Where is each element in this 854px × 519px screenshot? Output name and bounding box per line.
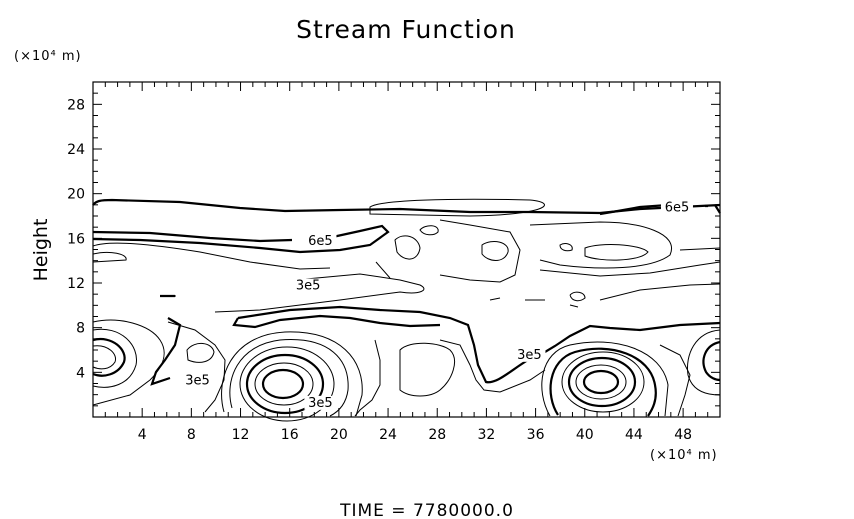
contour-thin-4 [529,221,673,269]
contour-left-small [186,343,215,363]
y-tick-label: 28 [67,97,85,113]
contour-label: 6e5 [308,234,333,249]
vortex-right-3 [567,356,637,408]
x-tick-label: 40 [576,427,594,443]
contour-thin-mid-3 [439,339,546,393]
contour-upper-thick [92,198,721,215]
x-tick-label: 28 [428,427,446,443]
contour-lines [92,198,721,422]
vortex-right-4 [561,351,645,413]
y-tick-label: 12 [67,276,85,292]
y-tick-label: 24 [67,142,85,158]
chart-title: Stream Function [296,15,516,44]
vortex-left-1 [92,337,126,377]
y-tick-label: 4 [76,365,85,381]
x-unit-label: (×10⁴ m) [650,448,718,463]
contour-3e5-left [150,317,182,386]
y-axis-ticks: 4 8 12 16 20 24 28 [67,81,720,418]
x-tick-label: 32 [477,427,495,443]
x-tick-label: 20 [330,427,348,443]
vortex-right-1 [582,369,620,395]
vortex-right-6 [541,341,669,417]
contour-3e5-lower [232,314,441,329]
x-tick-label: 48 [674,427,692,443]
contour-left-thin-2 [167,321,226,413]
x-tick-label: 44 [625,427,643,443]
contour-bits [162,291,586,308]
vortex-left-2 [92,345,117,370]
contour-label: 6e5 [665,200,690,215]
contour-thin-13 [599,283,721,301]
vortex-center-5 [229,339,349,417]
x-tick-label: 36 [527,427,545,443]
contour-label-bg [181,373,214,388]
contour-left-lower [92,319,165,406]
vortex-right-5 [549,347,657,417]
vortex-center-1 [261,368,305,400]
contour-thin-5 [584,244,649,261]
contour-right-edge-1 [702,340,721,382]
contour-label: 3e5 [296,279,321,294]
contour-label-bg [304,233,337,248]
x-tick-label: 12 [232,427,250,443]
y-tick-label: 16 [67,231,85,247]
contour-thin-mid-1 [354,339,381,417]
contour-label-bg [660,200,693,215]
y-tick-label: 8 [76,321,85,337]
x-tick-label: 24 [379,427,397,443]
vortex-center-3 [245,353,325,415]
contour-label: 3e5 [185,374,210,389]
contour-thin-12 [539,261,721,277]
vortex-left-3 [92,328,137,388]
contour-6e5-thick [92,224,390,254]
y-axis-label: Height [30,219,52,282]
contour-right-edge-2 [686,329,721,396]
x-tick-label: 4 [138,427,147,443]
contour-label-bg [304,395,337,410]
vortex-center-4 [239,346,335,422]
contour-right-edge-3 [659,344,691,417]
contour-label: 3e5 [308,396,333,411]
contour-thin-1 [92,242,425,313]
contour-thin-10 [559,243,573,252]
contour-thin-9 [419,225,439,236]
contour-thin-mid-2 [399,342,455,397]
contour-thin-8 [481,241,509,261]
y-tick-label: 20 [67,187,85,203]
vortex-center-6 [221,331,363,417]
contour-thin-3 [369,198,545,217]
contour-thin-2 [92,251,127,263]
vortex-right-2 [575,364,627,400]
x-tick-label: 16 [281,427,299,443]
vortex-center-2 [254,362,314,406]
contour-labels: 6e5 6e5 3e5 3e5 3e5 3e5 [181,200,693,411]
time-footer: TIME = 7780000.0 [339,501,514,519]
contour-label-bg [513,347,546,362]
contour-thin-7 [394,235,421,260]
contour-thin-11 [375,219,521,283]
y-unit-label: (×10⁴ m) [14,49,82,64]
contour-label: 3e5 [517,348,542,363]
x-axis-ticks: 4 8 12 16 20 24 28 32 36 40 44 48 [92,82,721,443]
x-tick-label: 8 [187,427,196,443]
contour-label-bg [292,278,325,293]
contour-thin-6 [679,247,721,251]
